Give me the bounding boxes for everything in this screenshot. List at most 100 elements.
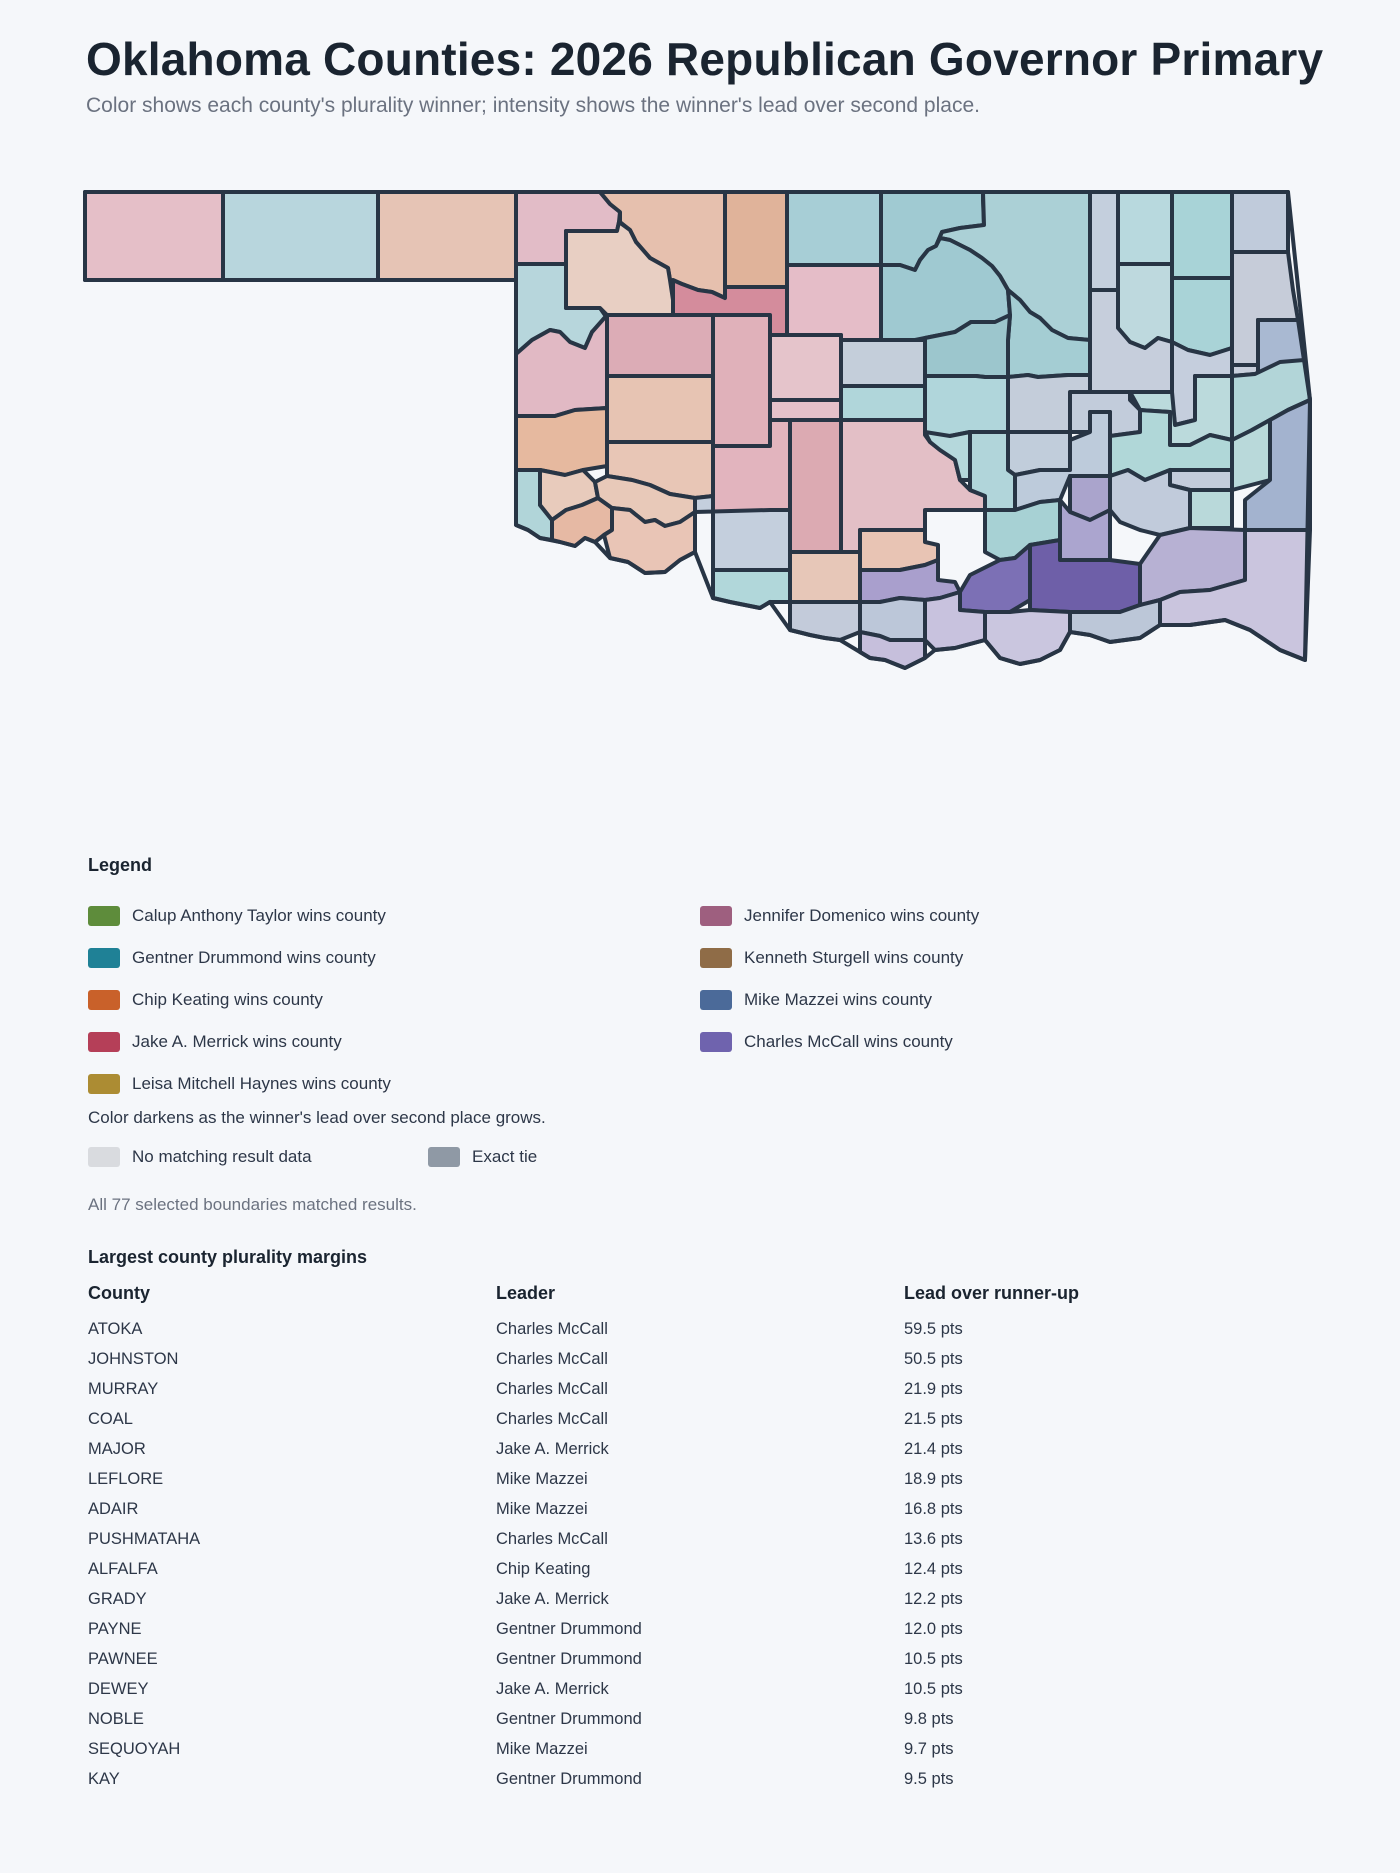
margins-table-title: Largest county plurality margins [88,1247,368,1267]
cell-lead: 10.5 pts [904,1650,963,1668]
legend-swatch [700,990,732,1010]
county-grant[interactable] [785,190,883,267]
table-row: KAY Gentner Drummond 9.5 pts [88,1770,1288,1800]
legend-swatch [428,1147,460,1167]
table-row: ATOKA Charles McCall 59.5 pts [88,1320,1288,1350]
cell-leader: Jake A. Merrick [496,1440,609,1458]
cell-lead: 12.0 pts [904,1620,963,1638]
cell-county: GRADY [88,1590,147,1608]
page-subtitle: Color shows each county's plurality winn… [86,94,980,117]
table-row: GRADY Jake A. Merrick 12.2 pts [88,1590,1288,1620]
legend-swatch [88,1032,120,1052]
table-row: NOBLE Gentner Drummond 9.8 pts [88,1710,1288,1740]
table-row: PAWNEE Gentner Drummond 10.5 pts [88,1650,1288,1680]
cell-lead: 50.5 pts [904,1350,963,1368]
table-row: ADAIR Mike Mazzei 16.8 pts [88,1500,1288,1530]
cell-county: LEFLORE [88,1470,164,1488]
county-beaver[interactable] [376,190,518,282]
county-cimarron[interactable] [83,190,225,282]
county-texas[interactable] [221,190,380,282]
legend-label: Leisa Mitchell Haynes wins county [132,1074,391,1093]
legend-label: Jake A. Merrick wins county [132,1032,342,1051]
column-header-county: County [88,1283,150,1303]
county-kingfisher[interactable] [768,333,843,402]
cell-county: ALFALFA [88,1560,158,1578]
legend-label: Exact tie [472,1147,538,1166]
table-row: COAL Charles McCall 21.5 pts [88,1410,1288,1440]
county-ottawa[interactable] [1230,190,1290,254]
cell-county: SEQUOYAH [88,1740,181,1758]
cell-leader: Charles McCall [496,1410,608,1428]
cell-leader: Charles McCall [496,1380,608,1398]
legend-label: Kenneth Sturgell wins county [744,948,964,967]
cell-county: ADAIR [88,1500,139,1518]
county-alfalfa[interactable] [723,190,789,289]
legend-swatch [88,906,120,926]
cell-leader: Mike Mazzei [496,1740,588,1758]
county-dewey[interactable] [605,313,715,378]
matched-boundaries-note: All 77 selected boundaries matched resul… [88,1195,417,1214]
county-nowata[interactable] [1116,190,1174,266]
cell-lead: 9.7 pts [904,1740,954,1758]
legend-swatch [88,1074,120,1094]
cell-leader: Mike Mazzei [496,1500,588,1518]
county-custer[interactable] [605,374,715,444]
cell-county: PUSHMATAHA [88,1530,201,1548]
county-woodward[interactable] [564,220,675,317]
county-blaine[interactable] [711,313,772,448]
county-stephens[interactable] [788,550,862,604]
cell-county: MURRAY [88,1380,159,1398]
legend-item-keating: Chip Keating wins county [88,989,323,1011]
cell-lead: 10.5 pts [904,1680,963,1698]
cell-leader: Charles McCall [496,1530,608,1548]
table-row: MURRAY Charles McCall 21.9 pts [88,1380,1288,1410]
county-craig[interactable] [1170,190,1234,280]
legend-swatch [700,1032,732,1052]
legend-label: Jennifer Domenico wins county [744,906,980,925]
legend-label: Calup Anthony Taylor wins county [132,906,386,925]
legend-swatch [700,948,732,968]
county-beckham[interactable] [514,406,609,477]
table-row: PUSHMATAHA Charles McCall 13.6 pts [88,1530,1288,1560]
county-grady[interactable] [788,418,843,554]
legend-title: Legend [88,855,153,875]
county-layer [83,190,1312,670]
legend-item-mazzei: Mike Mazzei wins county [700,989,932,1011]
cell-leader: Jake A. Merrick [496,1590,609,1608]
legend-intensity-note: Color darkens as the winner's lead over … [88,1108,546,1127]
table-row: LEFLORE Mike Mazzei 18.9 pts [88,1470,1288,1500]
cell-county: PAWNEE [88,1650,158,1668]
legend-swatch [88,1147,120,1167]
legend-item-mccall: Charles McCall wins county [700,1031,953,1053]
cell-lead: 21.4 pts [904,1440,963,1458]
county-mayes[interactable] [1170,276,1234,357]
cell-county: KAY [88,1770,120,1788]
cell-lead: 18.9 pts [904,1470,963,1488]
cell-county: JOHNSTON [88,1350,179,1368]
cell-leader: Gentner Drummond [496,1770,642,1788]
table-row: PAYNE Gentner Drummond 12.0 pts [88,1620,1288,1650]
legend-label: Mike Mazzei wins county [744,990,933,1009]
cell-lead: 12.4 pts [904,1560,963,1578]
legend-label: No matching result data [132,1147,312,1166]
county-cleveland[interactable] [923,430,972,482]
county-garfield[interactable] [785,263,883,342]
cell-county: PAYNE [88,1620,142,1638]
cell-county: COAL [88,1410,133,1428]
cell-lead: 16.8 pts [904,1500,963,1518]
county-canadian[interactable] [768,398,843,422]
legend-swatch [88,990,120,1010]
table-row: ALFALFA Chip Keating 12.4 pts [88,1560,1288,1590]
table-row: MAJOR Jake A. Merrick 21.4 pts [88,1440,1288,1470]
legend-item-drummond: Gentner Drummond wins county [88,947,376,969]
cell-lead: 9.8 pts [904,1710,954,1728]
cell-lead: 59.5 pts [904,1320,963,1338]
legend-item-sturgell: Kenneth Sturgell wins county [700,947,963,969]
cell-leader: Jake A. Merrick [496,1680,609,1698]
legend-label: Gentner Drummond wins county [132,948,376,967]
cell-county: DEWEY [88,1680,149,1698]
cell-leader: Gentner Drummond [496,1650,642,1668]
county-washington[interactable] [1088,190,1120,292]
county-logan[interactable] [839,338,927,388]
column-header-leader: Leader [496,1283,556,1303]
